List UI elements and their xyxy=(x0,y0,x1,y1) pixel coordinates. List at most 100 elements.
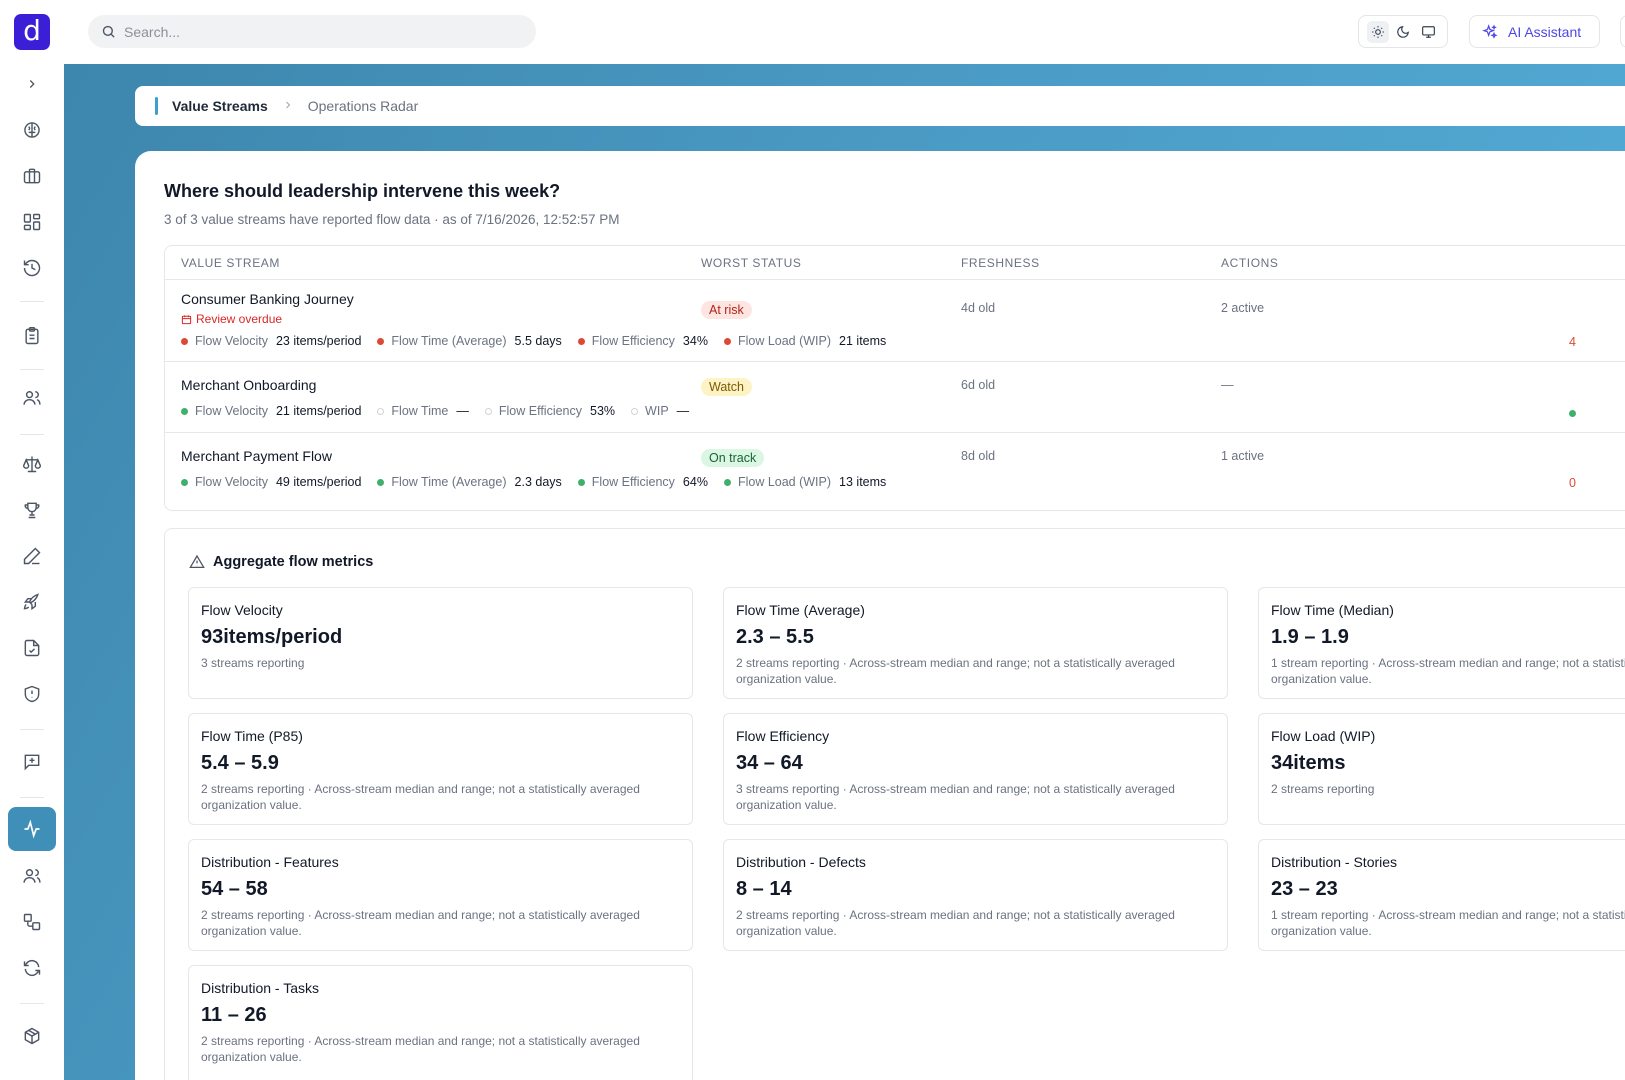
status-badge: On track xyxy=(701,449,765,467)
refresh-icon xyxy=(23,959,41,977)
sidebar-item-workflows[interactable] xyxy=(8,900,56,944)
metric-card-label: Distribution - Features xyxy=(201,854,339,870)
sidebar-expand-button[interactable] xyxy=(8,62,56,106)
metric-card-label: Flow Efficiency xyxy=(736,728,830,744)
metric-value: 13 items xyxy=(839,475,887,489)
light-theme-button[interactable] xyxy=(1366,20,1389,43)
sidebar-item-documents[interactable] xyxy=(8,626,56,670)
history-icon xyxy=(23,259,41,277)
stream-name[interactable]: Merchant Onboarding xyxy=(181,377,317,393)
sparkles-icon xyxy=(1482,23,1498,39)
metric-card-value: 1.9 – 1.9 xyxy=(1271,626,1349,648)
metric-card-label: Flow Time (P85) xyxy=(201,728,303,744)
metric-value: 49 items/period xyxy=(275,475,362,489)
column-header-actions[interactable]: Actions xyxy=(1221,256,1279,270)
metric-card: Distribution - Tasks 11 – 26 2 streams r… xyxy=(188,965,693,1080)
sidebar-item-dashboard[interactable] xyxy=(8,200,56,244)
metric-chip: Flow Velocity 21 items/period xyxy=(181,404,361,418)
sidebar-item-notes[interactable] xyxy=(8,534,56,578)
metric-value: 23 items/period xyxy=(275,334,362,348)
sidebar-item-packages[interactable] xyxy=(8,1014,56,1058)
status-dot xyxy=(577,478,585,486)
search-input[interactable] xyxy=(124,15,524,48)
search-icon xyxy=(102,25,115,38)
stream-name[interactable]: Merchant Payment Flow xyxy=(181,448,332,464)
users-icon xyxy=(23,869,41,883)
sidebar-item-reviews[interactable] xyxy=(8,314,56,358)
sidebar-item-portfolio[interactable] xyxy=(8,154,56,198)
column-header-worst-status[interactable]: Worst Status xyxy=(701,256,802,270)
metric-value: 34% xyxy=(682,334,708,348)
metric-card: Flow Load (WIP) 34items 2 streams report… xyxy=(1258,713,1625,825)
stream-metrics: Flow Velocity 49 items/period Flow Time (… xyxy=(181,475,902,489)
actions-value: — xyxy=(1221,378,1234,392)
sidebar-item-value-streams[interactable] xyxy=(8,807,56,851)
stream-metrics: Flow Velocity 21 items/period Flow Time — … xyxy=(181,404,705,418)
metric-value: — xyxy=(676,404,690,418)
sidebar-item-teams[interactable] xyxy=(8,854,56,898)
metric-label: Flow Velocity xyxy=(195,475,268,489)
status-badge: Watch xyxy=(701,378,752,396)
status-dot xyxy=(484,407,492,415)
metric-value: 21 items xyxy=(839,334,887,348)
metric-card: Distribution - Defects 8 – 14 2 streams … xyxy=(723,839,1228,951)
metric-label: Flow Load (WIP) xyxy=(737,475,832,489)
breadcrumb: Value Streams Operations Radar xyxy=(135,86,1625,126)
app-logo[interactable]: d xyxy=(14,14,50,50)
metric-label: Flow Time xyxy=(391,404,449,418)
metric-card-label: Distribution - Defects xyxy=(736,854,866,870)
sidebar-item-people[interactable] xyxy=(8,376,56,420)
sidebar-item-history[interactable] xyxy=(8,246,56,290)
dark-theme-button[interactable] xyxy=(1392,21,1414,43)
column-header-freshness[interactable]: Freshness xyxy=(961,256,1040,270)
metric-value: 2.3 days xyxy=(514,475,562,489)
chevron-right-icon xyxy=(29,80,35,88)
rocket-icon xyxy=(23,593,39,611)
metric-card-label: Distribution - Stories xyxy=(1271,854,1398,870)
metric-label: Flow Time (Average) xyxy=(391,475,507,489)
metric-card-value: 54 – 58 xyxy=(201,878,268,900)
metric-card-label: Flow Time (Average) xyxy=(736,602,865,618)
actions-value[interactable]: 2 active xyxy=(1221,301,1265,315)
shield-alert-icon xyxy=(24,685,40,703)
brain-icon xyxy=(24,122,40,138)
system-theme-button[interactable] xyxy=(1417,21,1439,43)
metric-card-value: 11 – 26 xyxy=(201,1004,267,1026)
chevron-right-icon xyxy=(282,98,294,114)
metric-card-note: 2 streams reporting · Across-stream medi… xyxy=(201,782,640,812)
actions-value[interactable]: 1 active xyxy=(1221,449,1265,463)
activity-icon xyxy=(24,819,40,839)
status-dot xyxy=(181,407,188,415)
metric-label: Flow Velocity xyxy=(195,334,268,348)
search-box[interactable] xyxy=(88,15,536,48)
sidebar-item-governance[interactable] xyxy=(8,442,56,486)
metric-value: 5.5 days xyxy=(514,334,562,348)
ai-assistant-button[interactable]: AI Assistant xyxy=(1469,15,1600,48)
file-check-icon xyxy=(24,639,40,657)
sidebar xyxy=(0,64,64,1080)
metric-card-value: 34items xyxy=(1271,752,1346,774)
sidebar-item-goals[interactable] xyxy=(8,488,56,532)
metric-chip: Flow Velocity 49 items/period xyxy=(181,475,361,489)
workflow-icon xyxy=(23,913,41,931)
sidebar-divider xyxy=(20,301,44,302)
sidebar-item-insights[interactable] xyxy=(8,108,56,152)
metric-label: Flow Efficiency xyxy=(591,334,675,348)
status-dot xyxy=(181,337,188,345)
moon-icon xyxy=(1397,25,1409,38)
metric-card-value: 34 – 64 xyxy=(736,752,803,774)
calendar-alert-icon xyxy=(181,314,192,324)
sidebar-item-feedback[interactable] xyxy=(8,740,56,784)
breadcrumb-root[interactable]: Value Streams xyxy=(172,98,268,114)
sidebar-item-launches[interactable] xyxy=(8,580,56,624)
metric-card-label: Distribution - Tasks xyxy=(201,980,320,996)
metric-card: Flow Efficiency 34 – 64 3 streams report… xyxy=(723,713,1228,825)
metric-chip: Flow Time (Average) 2.3 days xyxy=(377,475,562,489)
user-menu-button[interactable] xyxy=(1620,15,1625,48)
sidebar-item-sync[interactable] xyxy=(8,946,56,990)
sidebar-item-security[interactable] xyxy=(8,672,56,716)
metric-card: Distribution - Features 54 – 58 2 stream… xyxy=(188,839,693,951)
column-header-value-stream[interactable]: Value Stream xyxy=(181,256,280,270)
metric-value: 64% xyxy=(682,475,708,489)
stream-name[interactable]: Consumer Banking Journey xyxy=(181,291,354,307)
